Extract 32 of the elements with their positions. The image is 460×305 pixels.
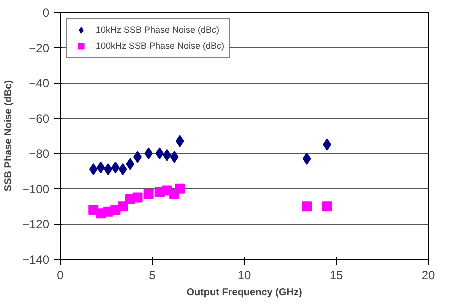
point xyxy=(322,202,332,212)
point xyxy=(176,135,184,148)
x-tick-label: 20 xyxy=(422,268,436,282)
x-tick-label: 15 xyxy=(330,268,344,282)
point xyxy=(96,162,106,174)
y-tick-label: −140 xyxy=(22,253,50,267)
point xyxy=(126,158,135,170)
legend-label: 10kHz SSB Phase Noise (dBc) xyxy=(96,25,220,35)
point xyxy=(89,164,98,176)
point xyxy=(302,202,312,212)
y-tick-label: −100 xyxy=(22,182,50,196)
y-tick-label: −20 xyxy=(29,41,50,56)
y-tick-label: −80 xyxy=(29,147,50,162)
x-tick-label: 0 xyxy=(57,268,64,282)
y-tick-label: −120 xyxy=(22,218,50,232)
point xyxy=(118,164,128,176)
point xyxy=(104,164,113,176)
point xyxy=(132,192,143,203)
point xyxy=(170,151,179,164)
point xyxy=(156,148,164,160)
point xyxy=(118,202,128,212)
y-tick-label: −40 xyxy=(29,76,50,91)
y-tick-label: 0 xyxy=(42,6,50,20)
y-axis-title: SSB Phase Noise (dBc) xyxy=(3,80,14,192)
point xyxy=(175,184,186,194)
x-tick-label: 10 xyxy=(238,268,252,282)
legend-label: 100kHz SSB Phase Noise (dBc) xyxy=(96,41,225,51)
point xyxy=(302,152,312,165)
x-tick-label: 5 xyxy=(149,268,156,282)
point xyxy=(144,189,154,200)
y-tick-label: −60 xyxy=(29,112,50,126)
x-axis-title: Output Frequency (GHz) xyxy=(186,288,302,298)
